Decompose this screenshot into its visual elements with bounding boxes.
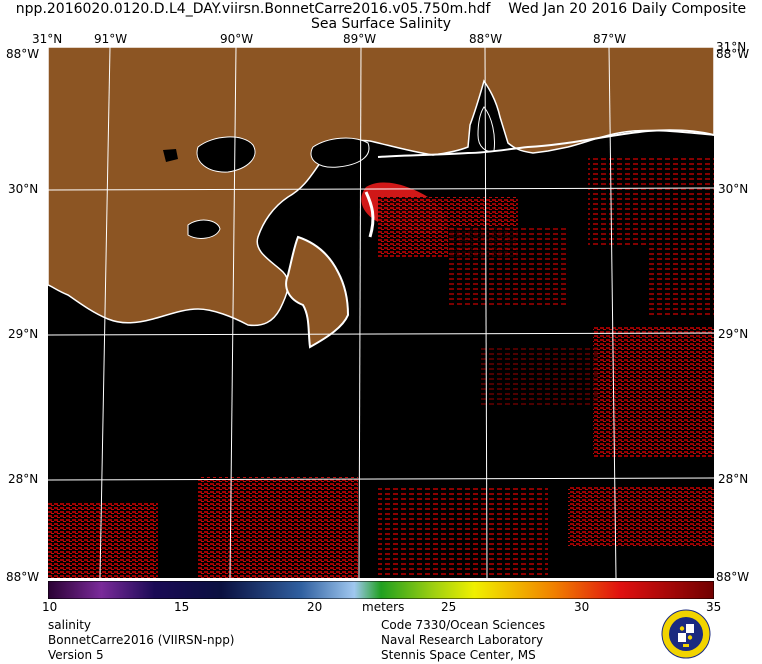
plume-south-3 <box>378 487 548 577</box>
plume-offshore-3 <box>593 327 714 457</box>
plume-south-1 <box>48 502 158 578</box>
footer-code: Code 7330/Ocean Sciences <box>381 618 546 632</box>
colorbar-tick-35: 35 <box>706 600 722 614</box>
date-label: Wed Jan 20 2016 Daily Composite <box>508 1 747 17</box>
lon-label-88w: 88°W <box>469 32 503 46</box>
lon-label-91w: 91°W <box>94 32 128 46</box>
lat-label-29n-left: 29°N <box>8 327 39 341</box>
footer-version: Version 5 <box>48 648 104 662</box>
corner-lon-bottom-left: 88°W <box>6 570 40 584</box>
footer-location: Stennis Space Center, MS <box>381 648 536 662</box>
lat-label-28n-right: 28°N <box>718 472 749 486</box>
corner-lon-top-left: 88°W <box>6 47 40 61</box>
colorbar-tick-25: 25 <box>441 600 457 614</box>
map-title: npp.2016020.0120.D.L4_DAY.viirsn.BonnetC… <box>0 1 762 17</box>
delta-coast <box>285 235 350 349</box>
lake-pontchartrain <box>196 136 256 173</box>
plume-offshore-2 <box>588 157 714 247</box>
corner-lon-bottom-right: 88°W <box>716 570 750 584</box>
lat-label-29n-right: 29°N <box>718 327 749 341</box>
plume-south-2 <box>198 477 358 578</box>
lon-label-90w: 90°W <box>220 32 254 46</box>
plume-white-edge <box>364 191 375 238</box>
footer-product: salinity <box>48 618 92 632</box>
mobile-bay <box>477 106 495 152</box>
plume-south-4 <box>568 487 714 547</box>
corner-lon-top-right: 88°W <box>716 47 750 61</box>
colorbar-unit: meters <box>362 600 405 614</box>
colorbar-tick-15: 15 <box>174 600 190 614</box>
ms-sound-coast <box>377 129 714 158</box>
lon-label-87w: 87°W <box>593 32 627 46</box>
corner-lat-top-left: 31°N <box>32 32 63 46</box>
product-subtitle: Sea Surface Salinity <box>310 16 452 32</box>
plume-offshore-1 <box>448 227 568 307</box>
corner-lat-top-right: 31°N <box>716 40 747 54</box>
footer-dataset: BonnetCarre2016 (VIIRSN-npp) <box>48 633 235 647</box>
colorbar-tick-20: 20 <box>307 600 323 614</box>
lat-label-30n-left: 30°N <box>8 182 39 196</box>
small-lake <box>163 149 178 162</box>
lat-label-28n-left: 28°N <box>8 472 39 486</box>
plume-mid-1 <box>478 347 598 407</box>
colorbar-tick-30: 30 <box>574 600 590 614</box>
filename-label: npp.2016020.0120.D.L4_DAY.viirsn.BonnetC… <box>15 1 491 17</box>
salinity-colorbar <box>48 581 714 599</box>
nrl-seal-logo <box>661 609 711 659</box>
graticule <box>48 47 714 578</box>
map-canvas <box>48 47 714 578</box>
plume-offshore-4 <box>648 247 714 317</box>
lat-label-30n-right: 30°N <box>718 182 749 196</box>
salinity-map <box>48 47 714 578</box>
footer-org: Naval Research Laboratory <box>381 633 544 647</box>
lake-borgne-bay <box>310 137 370 168</box>
lon-label-89w: 89°W <box>343 32 377 46</box>
lake-salvador <box>187 219 221 239</box>
colorbar-tick-10: 10 <box>42 600 58 614</box>
